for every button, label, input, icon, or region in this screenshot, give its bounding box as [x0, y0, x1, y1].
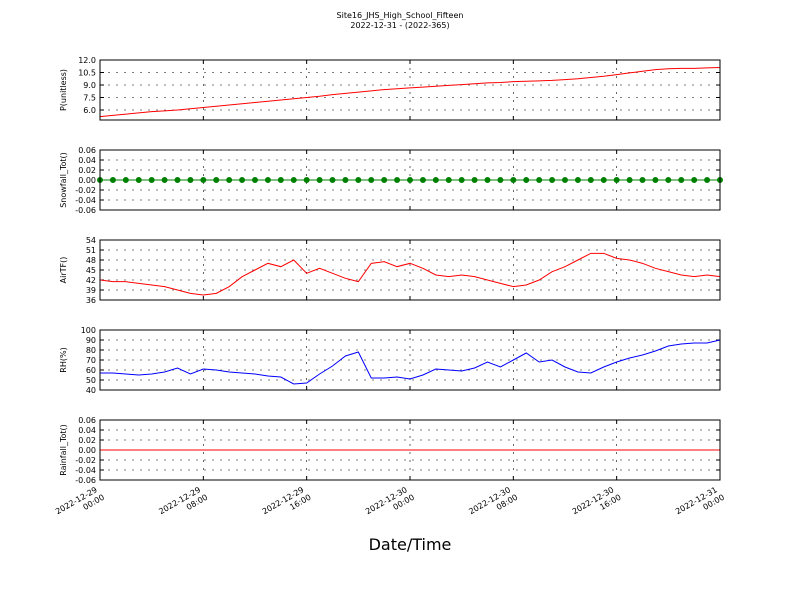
- data-point: [187, 177, 194, 183]
- data-point: [471, 177, 478, 183]
- data-point: [445, 177, 452, 183]
- y-tick-label: 80: [86, 346, 96, 355]
- data-line: [99, 252, 721, 296]
- y-tick-label: 48: [86, 256, 96, 265]
- data-point: [381, 177, 388, 183]
- data-point: [239, 177, 246, 183]
- data-point: [148, 177, 155, 183]
- y-tick-label: 0.04: [78, 156, 96, 165]
- data-point: [252, 177, 258, 183]
- y-tick-label: 42: [86, 276, 96, 285]
- data-point: [549, 177, 556, 183]
- y-axis-label: RH(%): [59, 347, 68, 372]
- data-point: [277, 177, 284, 183]
- data-point: [523, 177, 530, 183]
- y-tick-label: 50: [86, 376, 96, 385]
- data-point: [329, 177, 336, 183]
- data-point: [407, 177, 413, 183]
- y-tick-label: 90: [86, 336, 96, 345]
- y-tick-label: -0.02: [75, 456, 96, 465]
- data-point: [303, 177, 310, 183]
- data-point: [704, 177, 711, 183]
- y-axis-label: Snowfall_Tot(): [59, 152, 68, 208]
- data-line: [100, 339, 721, 385]
- y-tick-label: 51: [86, 246, 96, 255]
- data-point: [174, 177, 181, 183]
- y-tick-label: 0.06: [78, 146, 96, 155]
- data-point: [484, 177, 491, 183]
- data-point: [691, 177, 698, 183]
- y-tick-label: -0.04: [75, 196, 96, 205]
- chart-title: Site16_JHS_High_School_Fifteen: [337, 11, 464, 20]
- data-point: [419, 177, 426, 183]
- data-point: [316, 177, 323, 183]
- data-point: [652, 177, 659, 183]
- data-point: [213, 177, 220, 183]
- plot-frame: [99, 239, 721, 301]
- data-point: [109, 177, 116, 183]
- y-tick-label: 7.5: [83, 94, 96, 103]
- y-tick-label: 100: [81, 326, 96, 335]
- data-point: [497, 177, 504, 183]
- plot-frame: [99, 59, 721, 121]
- data-point: [678, 177, 685, 183]
- y-tick-label: 40: [86, 386, 96, 395]
- data-point: [290, 177, 297, 183]
- data-point: [264, 177, 271, 183]
- y-tick-label: 0.02: [78, 436, 96, 445]
- data-point: [432, 177, 439, 183]
- data-point: [200, 177, 207, 183]
- data-point: [135, 177, 142, 183]
- y-tick-label: -0.02: [75, 186, 96, 195]
- data-point: [639, 177, 646, 183]
- y-tick-label: 70: [86, 356, 96, 365]
- data-point: [122, 177, 129, 183]
- data-point: [342, 177, 349, 183]
- y-tick-label: 54: [86, 236, 96, 245]
- data-point: [665, 177, 672, 183]
- y-tick-label: -0.06: [75, 476, 96, 485]
- x-axis-label: Date/Time: [369, 535, 452, 554]
- y-tick-label: 36: [86, 296, 96, 305]
- data-point: [574, 177, 581, 183]
- data-point: [613, 177, 620, 183]
- data-point: [458, 177, 465, 183]
- y-axis-label: Rainfall_Tot(): [59, 424, 68, 476]
- data-line: [99, 67, 721, 118]
- y-tick-label: 39: [86, 286, 96, 295]
- y-tick-label: 45: [86, 266, 96, 275]
- y-tick-label: 0.02: [78, 166, 96, 175]
- y-tick-label: 0.04: [78, 426, 96, 435]
- y-tick-label: -0.04: [75, 466, 96, 475]
- data-point: [562, 177, 568, 183]
- data-point: [510, 177, 517, 183]
- data-point: [587, 177, 594, 183]
- y-tick-label: 10.5: [78, 69, 96, 78]
- y-tick-label: 6.0: [83, 106, 96, 115]
- data-point: [226, 177, 233, 183]
- plot-frame: [99, 329, 721, 391]
- data-point: [600, 177, 607, 183]
- data-point: [394, 177, 401, 183]
- plot-frame: [99, 419, 721, 481]
- data-point: [536, 177, 543, 183]
- data-point: [355, 177, 362, 183]
- y-tick-label: 0.00: [78, 176, 96, 185]
- data-point: [368, 177, 375, 183]
- data-point: [626, 177, 633, 183]
- y-axis-label: P(unitless): [59, 69, 68, 111]
- plot-frame: [99, 149, 721, 211]
- y-tick-label: 0.00: [78, 446, 96, 455]
- chart-subtitle: 2022-12-31 - (2022-365): [350, 21, 449, 30]
- y-tick-label: 0.06: [78, 416, 96, 425]
- y-tick-label: 9.0: [83, 81, 96, 90]
- y-tick-label: -0.06: [75, 206, 96, 215]
- data-point: [161, 177, 168, 183]
- y-tick-label: 60: [86, 366, 96, 375]
- y-tick-label: 12.0: [78, 56, 96, 65]
- y-axis-label: AirTF(): [59, 257, 68, 284]
